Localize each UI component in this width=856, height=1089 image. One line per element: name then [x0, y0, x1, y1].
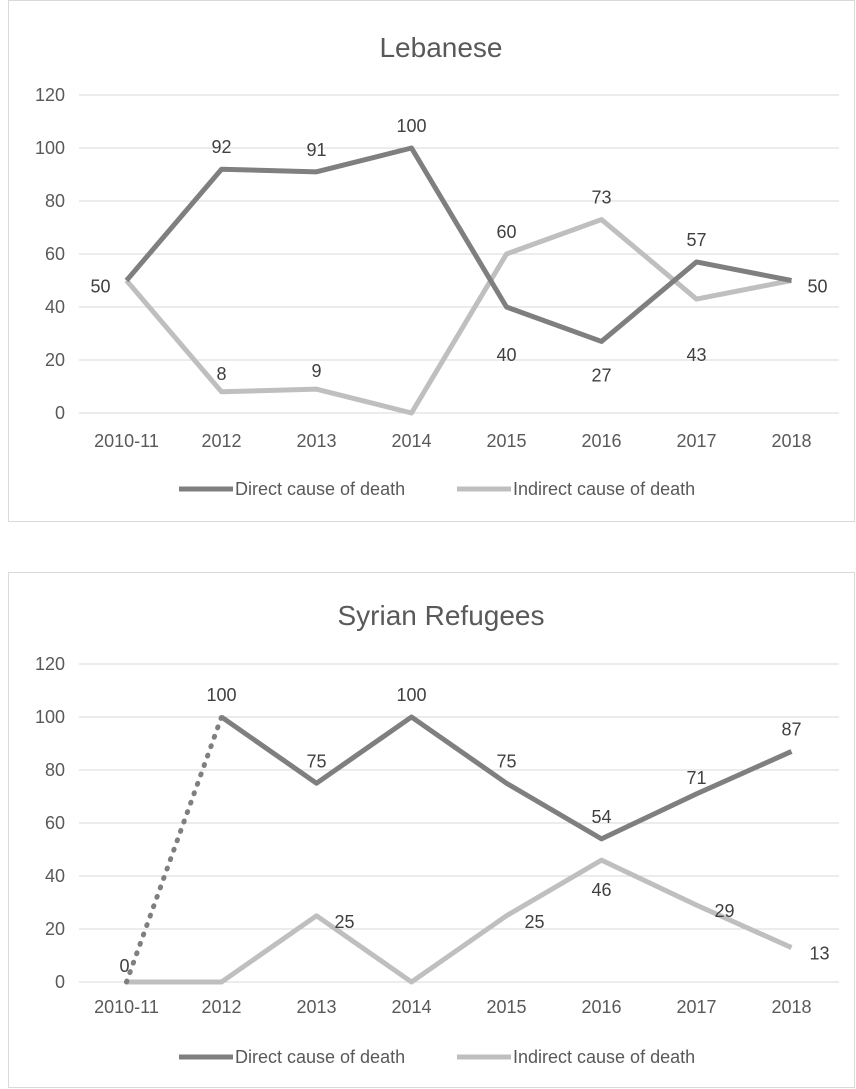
series-line-direct-dotted — [124, 714, 224, 985]
data-label-indirect: 13 — [809, 944, 829, 964]
x-tick-label: 2017 — [676, 431, 716, 451]
chart-svg-lebanese: Lebanese 0 20 40 60 80 100 120 2010-11 2012 2013 2… — [35, 32, 839, 499]
y-tick-label: 0 — [55, 972, 65, 992]
legend-label-direct: Direct cause of death — [235, 1047, 405, 1067]
series-line-direct — [124, 145, 792, 344]
y-tick-label: 60 — [45, 244, 65, 264]
data-label-indirect: 25 — [334, 912, 354, 932]
y-tick-label: 0 — [55, 403, 65, 423]
data-label-direct: 50 — [90, 277, 110, 297]
x-tick-label: 2012 — [201, 431, 241, 451]
data-label-direct: 100 — [206, 685, 236, 705]
data-label-indirect: 43 — [686, 345, 706, 365]
data-label-direct: 75 — [496, 751, 516, 771]
data-label-direct: 92 — [211, 137, 231, 157]
x-tick-label: 2010-11 — [94, 431, 159, 451]
legend-label-direct: Direct cause of death — [235, 479, 405, 499]
x-tick-label: 2013 — [296, 431, 336, 451]
data-label-indirect: 29 — [714, 901, 734, 921]
x-tick-label: 2016 — [581, 431, 621, 451]
x-tick-label: 2015 — [486, 431, 526, 451]
chart-title: Lebanese — [379, 32, 502, 63]
x-tick-label: 2014 — [391, 997, 431, 1017]
data-label-direct: 50 — [807, 277, 827, 297]
y-tick-label: 20 — [45, 350, 65, 370]
data-label-direct: 40 — [496, 345, 516, 365]
data-label-direct: 54 — [591, 807, 611, 827]
legend-label-indirect: Indirect cause of death — [513, 479, 695, 499]
legend-label-indirect: Indirect cause of death — [513, 1047, 695, 1067]
data-label-direct: 100 — [396, 685, 426, 705]
x-tick-label: 2018 — [771, 997, 811, 1017]
data-label-direct: 0 — [119, 956, 129, 976]
x-tick-label: 2015 — [486, 997, 526, 1017]
data-label-direct: 57 — [686, 230, 706, 250]
x-tick-label: 2018 — [771, 431, 811, 451]
chart-lebanese: Lebanese 0 20 40 60 80 100 120 2010-11 2012 2013 2… — [8, 0, 855, 522]
x-tick-label: 2010-11 — [94, 997, 159, 1017]
y-tick-label: 40 — [45, 297, 65, 317]
data-label-direct: 71 — [686, 768, 706, 788]
x-tick-label: 2014 — [391, 431, 431, 451]
data-label-direct: 87 — [781, 719, 801, 739]
data-label-direct: 27 — [591, 365, 611, 385]
y-tick-label: 20 — [45, 919, 65, 939]
y-tick-label: 120 — [35, 654, 65, 674]
series-line-indirect — [124, 217, 792, 416]
y-tick-label: 60 — [45, 813, 65, 833]
data-label-direct: 91 — [306, 140, 326, 160]
data-label-direct: 100 — [396, 116, 426, 136]
y-tick-label: 80 — [45, 191, 65, 211]
data-label-indirect: 73 — [591, 188, 611, 208]
y-tick-label: 120 — [35, 85, 65, 105]
chart-svg-syrian-refugees: Syrian Refugees 0 20 40 60 80 100 120 2010-11 20… — [35, 600, 839, 1067]
data-label-indirect: 60 — [496, 222, 516, 242]
chart-title: Syrian Refugees — [337, 600, 544, 631]
data-label-indirect: 46 — [591, 880, 611, 900]
y-tick-label: 100 — [35, 138, 65, 158]
data-label-direct: 75 — [306, 751, 326, 771]
series-line-indirect — [126, 857, 793, 985]
y-tick-label: 40 — [45, 866, 65, 886]
data-label-indirect: 9 — [311, 361, 321, 381]
x-tick-label: 2012 — [201, 997, 241, 1017]
series-line-direct — [220, 714, 793, 842]
data-label-indirect: 8 — [216, 364, 226, 384]
y-tick-label: 80 — [45, 760, 65, 780]
chart-syrian-refugees: Syrian Refugees 0 20 40 60 80 100 120 2010-11 20… — [8, 572, 855, 1088]
x-tick-label: 2017 — [676, 997, 716, 1017]
x-tick-label: 2016 — [581, 997, 621, 1017]
y-tick-label: 100 — [35, 707, 65, 727]
data-label-indirect: 25 — [524, 912, 544, 932]
x-tick-label: 2013 — [296, 997, 336, 1017]
